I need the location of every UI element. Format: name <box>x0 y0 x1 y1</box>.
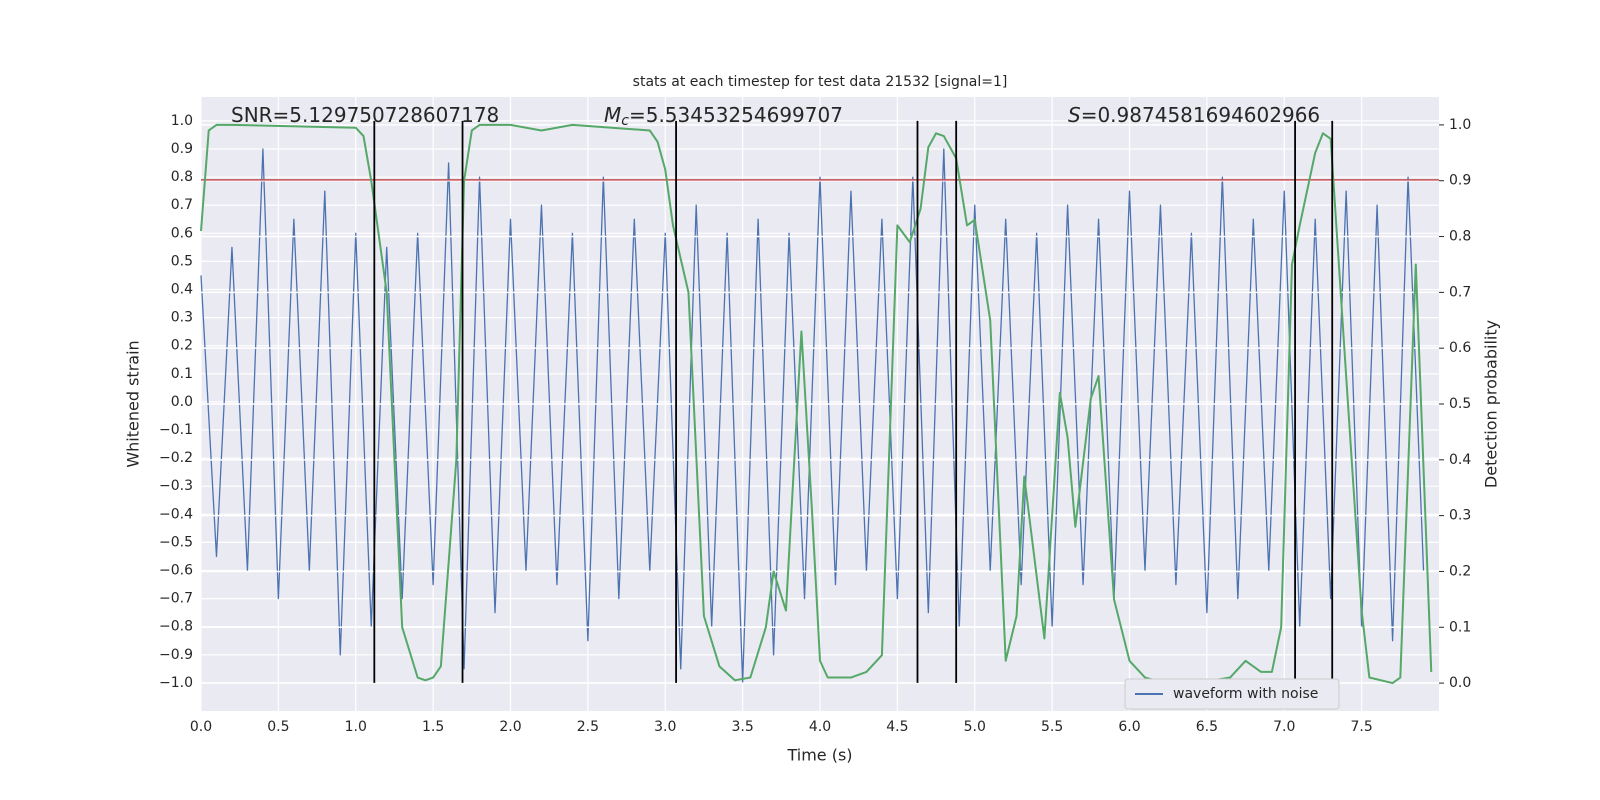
y-axis-label: Whitened strain <box>124 340 143 467</box>
y-tick-label: 0.2 <box>171 338 193 354</box>
y-tick-label: 0.4 <box>171 281 193 297</box>
y-tick-label: 0.0 <box>171 394 193 410</box>
series-line <box>200 148 1425 684</box>
y-tick-label: 1.0 <box>171 113 193 129</box>
y-tick-label: 0.5 <box>171 253 193 269</box>
x-tick-label: 1.0 <box>345 719 367 735</box>
annotation: Mc=5.53453254699707 <box>604 103 843 130</box>
y-tick-label: −0.7 <box>159 591 193 607</box>
y-tick-label: 0.9 <box>171 141 193 157</box>
y-tick-label: −0.1 <box>159 422 193 438</box>
x-tick-label: 6.0 <box>1118 719 1140 735</box>
x-tick-label: 1.5 <box>422 719 444 735</box>
x-tick-label: 3.5 <box>731 719 753 735</box>
y2-tick-label: 0.0 <box>1449 675 1471 691</box>
y-tick-label: −0.9 <box>159 647 193 663</box>
y2-tick-label: 0.1 <box>1449 619 1471 635</box>
y2-tick-label: 0.6 <box>1449 340 1471 356</box>
annotation-text: =0.9874581694602966 <box>1081 103 1320 127</box>
x-tick-label: 4.0 <box>809 719 831 735</box>
y-tick-label: −0.8 <box>159 619 193 635</box>
legend-box <box>1124 678 1340 710</box>
series-line <box>200 123 1433 685</box>
x-tick-label: 5.0 <box>964 719 986 735</box>
y-tick-label: −0.6 <box>159 562 193 578</box>
y2-tick-label: 0.9 <box>1449 173 1471 189</box>
y-tick-label: −0.3 <box>159 478 193 494</box>
annotation-subscript: c <box>621 113 629 129</box>
annotation: S=0.9874581694602966 <box>1068 103 1320 127</box>
y-tick-label: 0.3 <box>171 310 193 326</box>
x-tick-label: 0.5 <box>267 719 289 735</box>
annotation-text: SNR=5.129750728607178 <box>231 103 499 127</box>
x-tick-label: 7.5 <box>1350 719 1372 735</box>
legend-label: waveform with noise <box>1173 686 1318 702</box>
y2-tick-label: 0.7 <box>1449 284 1471 300</box>
annotation: SNR=5.129750728607178 <box>231 103 499 127</box>
y2-tick-label: 1.0 <box>1449 117 1471 133</box>
x-tick-label: 5.5 <box>1041 719 1063 735</box>
x-tick-label: 6.5 <box>1196 719 1218 735</box>
y2-axis-label: Detection probability <box>1482 320 1501 488</box>
y-tick-label: 0.6 <box>171 225 193 241</box>
y2-tick-label: 0.8 <box>1449 229 1471 245</box>
y-tick-label: −0.2 <box>159 450 193 466</box>
y2-tick-label: 0.5 <box>1449 396 1471 412</box>
annotation-symbol: S <box>1068 103 1081 127</box>
x-tick-label: 2.5 <box>577 719 599 735</box>
y-tick-label: −0.5 <box>159 534 193 550</box>
x-tick-label: 0.0 <box>190 719 212 735</box>
y-tick-label: 0.7 <box>171 197 193 213</box>
x-tick-label: 3.0 <box>654 719 676 735</box>
x-tick-label: 7.0 <box>1273 719 1295 735</box>
y-tick-label: 0.1 <box>171 366 193 382</box>
x-axis-label: Time (s) <box>786 746 852 765</box>
y-tick-label: −1.0 <box>159 675 193 691</box>
annotation-text: =5.53453254699707 <box>629 103 843 127</box>
y-tick-label: −0.4 <box>159 506 193 522</box>
chart-title: stats at each timestep for test data 215… <box>633 74 1008 90</box>
x-tick-label: 2.0 <box>499 719 521 735</box>
y2-tick-label: 0.4 <box>1449 452 1471 468</box>
x-tick-label: 4.5 <box>886 719 908 735</box>
y2-tick-label: 0.2 <box>1449 563 1471 579</box>
annotation-symbol: M <box>604 103 621 127</box>
y-tick-label: 0.8 <box>171 169 193 185</box>
y2-tick-label: 0.3 <box>1449 508 1471 524</box>
